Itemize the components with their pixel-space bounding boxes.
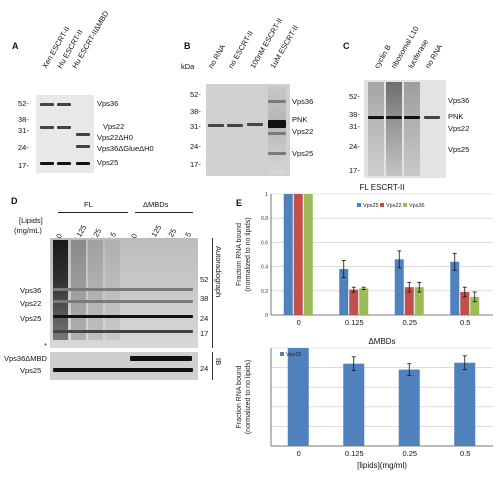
side-label-ib: IB	[214, 358, 222, 365]
x-tick-label: 0.25	[402, 318, 417, 327]
mw-marker: 52	[200, 276, 208, 284]
band-label: Vps25	[20, 315, 41, 323]
band-label: Vps22	[20, 300, 41, 308]
group-label-dmbd: ΔMBDs	[143, 201, 168, 209]
legend-swatch	[357, 203, 361, 207]
x-tick-label: 0	[297, 318, 301, 327]
legend-swatch	[403, 203, 407, 207]
mw-marker: 24-	[349, 143, 360, 151]
bar	[349, 290, 358, 315]
panel-c-letter: C	[343, 42, 350, 50]
band-label: Vps22	[103, 123, 124, 131]
y-tick-label: 0	[265, 313, 268, 319]
band-label: Vps22	[448, 125, 469, 133]
mw-marker: 17-	[349, 167, 360, 175]
x-tick-label: 0.25	[402, 449, 417, 458]
chart-fl-escrt-ii: FL ESCRT-II 0 0.2 0.4 0.6 0.8 1 0 0.125 0.25 0.5 Vp…	[235, 182, 500, 337]
mw-marker: 52-	[18, 100, 29, 108]
legend-label: Vps22	[386, 203, 402, 209]
band-label: PNK	[292, 116, 307, 124]
band-label: PNK	[448, 113, 463, 121]
legend-swatch	[280, 352, 284, 356]
legend-label: Vps25	[286, 352, 302, 358]
bar	[359, 288, 368, 315]
band-label: Vps25	[20, 367, 41, 375]
panel-d-letter: D	[11, 197, 18, 205]
band-label: Vps36	[20, 287, 41, 295]
bar	[294, 194, 303, 315]
chart-title: ΔMBDs	[368, 338, 395, 346]
chart-title: FL ESCRT-II	[360, 183, 405, 192]
lipid-unit: (mg/mL)	[14, 227, 42, 235]
mw-marker: 24	[200, 365, 208, 373]
bar	[454, 363, 475, 446]
band-label: Vps25	[448, 146, 469, 154]
mw-marker: 38-	[190, 108, 201, 116]
y-tick-label: 0.6	[261, 240, 268, 246]
y-axis-label: Fraction RNA bound	[236, 365, 243, 428]
y-axis-label: (normalized to no lipids)	[245, 360, 252, 434]
band-label: Vps36ΔMBD	[4, 355, 47, 363]
lane-label: no RNA	[207, 43, 227, 70]
y-tick-label: 0.8	[261, 216, 268, 222]
mw-marker: 17-	[190, 161, 201, 169]
x-tick-label: 0.125	[345, 318, 364, 327]
mw-marker: 52-	[349, 93, 360, 101]
band-label: Vps25	[97, 159, 118, 167]
star-marker: *	[44, 342, 47, 350]
legend-swatch	[380, 203, 384, 207]
x-tick-label: 0	[297, 449, 301, 458]
band-label: Vps36	[292, 98, 313, 106]
mw-marker: 24	[200, 315, 208, 323]
x-tick-label: 0.5	[460, 449, 470, 458]
legend-label: Vps36	[409, 203, 425, 209]
band-label: Vps22	[292, 128, 313, 136]
y-axis-label: (normalized to no lipids)	[245, 217, 252, 291]
mw-marker: 38	[200, 295, 208, 303]
band-label: Vps36ΔGlueΔH0	[97, 145, 154, 153]
mw-marker: 31-	[349, 123, 360, 131]
mw-marker: 24-	[18, 144, 29, 152]
mw-marker: 38-	[349, 111, 360, 119]
mw-marker: 24-	[190, 143, 201, 151]
y-tick-label: 0.2	[261, 289, 268, 295]
panel-a-letter: A	[12, 42, 19, 50]
side-label-autorad: Autoradiograph	[214, 246, 222, 297]
band-label: Vps36	[97, 100, 118, 108]
bar	[304, 194, 313, 315]
mw-marker: 31-	[18, 127, 29, 135]
bar	[343, 364, 364, 446]
lipid-label: [Lipids]	[19, 217, 43, 225]
bar	[399, 370, 420, 446]
band-label: Vps36	[448, 97, 469, 105]
unit-label: kDa	[181, 63, 194, 71]
band-label: Vps22ΔH0	[97, 134, 133, 142]
legend-label: Vps25	[363, 203, 379, 209]
y-tick-label: 1	[265, 192, 268, 198]
mw-marker: 17-	[18, 162, 29, 170]
mw-marker: 38-	[18, 116, 29, 124]
x-axis-label: [lipids](mg/ml)	[357, 461, 407, 470]
band-label: Vps25	[292, 150, 313, 158]
mw-marker: 52-	[190, 91, 201, 99]
bar	[288, 348, 309, 446]
mw-marker: 17	[200, 330, 208, 338]
panel-b-letter: B	[184, 42, 191, 50]
bar	[284, 194, 293, 315]
group-label-fl: FL	[84, 201, 93, 209]
x-tick-label: 0.5	[460, 318, 470, 327]
chart-dmbds: ΔMBDs 0 0.125 0.25 0.5 Vps25 Fraction RNA boun…	[235, 338, 500, 479]
x-tick-label: 0.125	[345, 449, 364, 458]
y-axis-label: Fraction RNA bound	[236, 223, 243, 286]
mw-marker: 31-	[190, 123, 201, 131]
y-tick-label: 0.4	[261, 265, 268, 271]
